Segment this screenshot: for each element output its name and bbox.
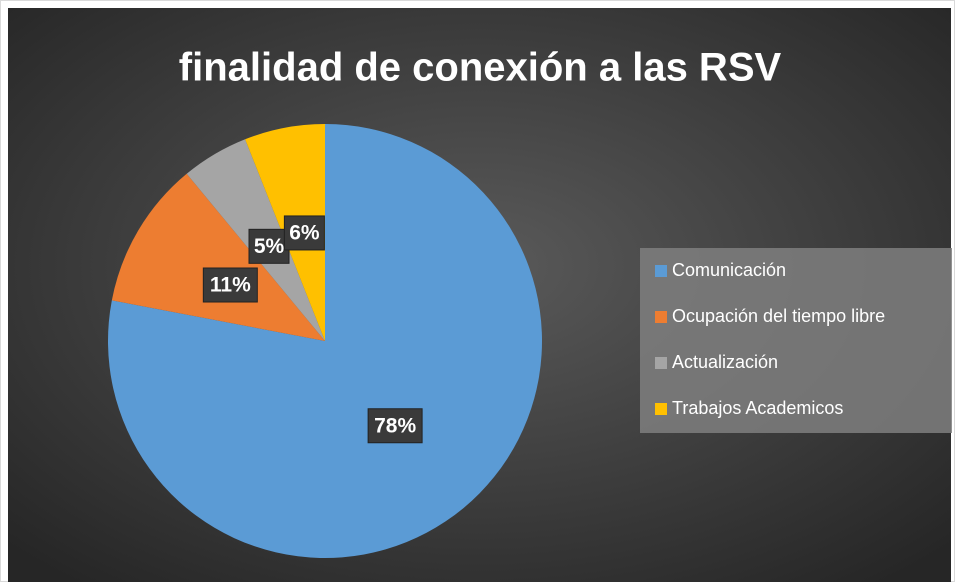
- chart-title: finalidad de conexión a las RSV: [179, 46, 782, 90]
- legend-label: Actualización: [672, 352, 778, 372]
- legend: [640, 248, 952, 433]
- pie-slice: [108, 124, 542, 558]
- legend-swatch: [655, 265, 667, 277]
- data-label: 5%: [254, 235, 285, 258]
- data-label: 6%: [289, 221, 320, 244]
- legend-label: Comunicación: [672, 260, 786, 280]
- data-label-box: [367, 408, 423, 444]
- legend-swatch: [655, 311, 667, 323]
- legend-swatch: [655, 403, 667, 415]
- pie-slice: [111, 173, 326, 341]
- data-label: 78%: [374, 414, 416, 437]
- data-label-box: [202, 267, 258, 303]
- data-label-box: [248, 228, 290, 264]
- data-label: 11%: [210, 274, 251, 297]
- legend-label: Trabajos Academicos: [672, 398, 843, 418]
- legend-swatch: [655, 357, 667, 369]
- data-label-box: [283, 215, 325, 251]
- legend-label: Ocupación del tiempo libre: [672, 306, 885, 326]
